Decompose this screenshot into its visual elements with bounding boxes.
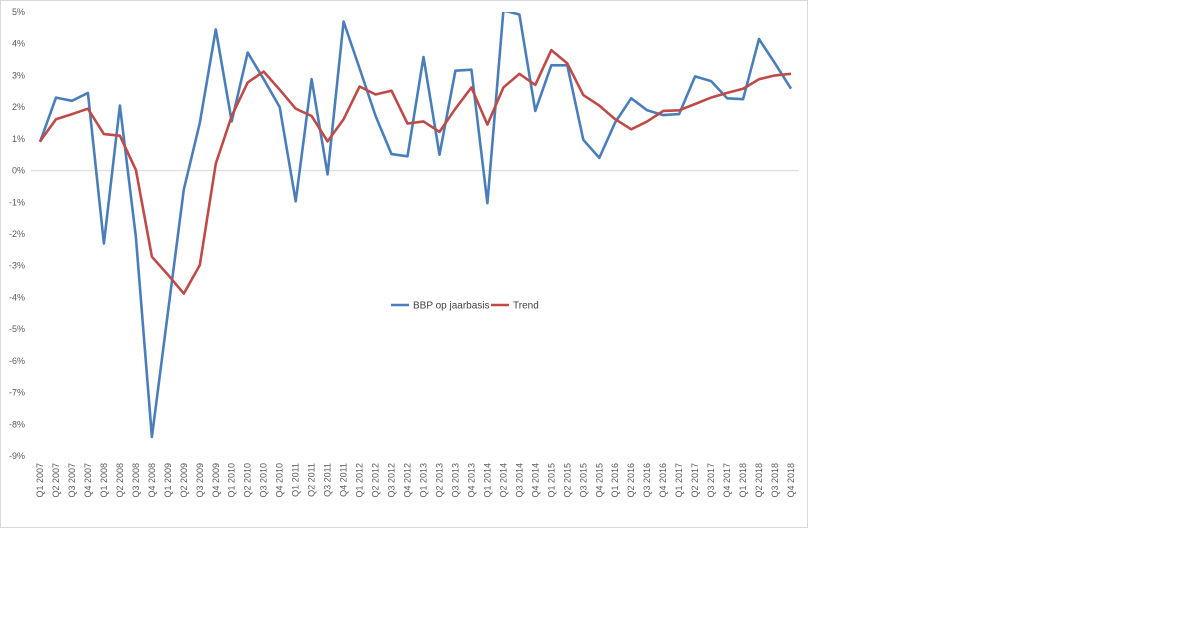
x-tick-label: Q3 2015	[578, 463, 588, 498]
x-tick-label: Q2 2012	[371, 463, 381, 498]
line-chart: 5%4%3%2%1%0%-1%-2%-3%-4%-5%-6%-7%-8%-9% …	[9, 7, 799, 498]
y-tick-label: 3%	[12, 70, 25, 80]
x-tick-label: Q1 2016	[610, 463, 620, 498]
x-axis-tick-labels: Q1 2007 Q2 2007 Q3 2007 Q4 2007 Q1 2008 Q2 20…	[35, 463, 796, 498]
legend-label: BBP op jaarbasis	[413, 301, 490, 312]
y-tick-label: 5%	[12, 7, 25, 17]
x-tick-label: Q3 2012	[387, 463, 397, 498]
x-tick-label: Q2 2014	[498, 463, 508, 498]
x-tick-label: Q4 2014	[530, 463, 540, 498]
x-tick-label: Q2 2009	[179, 463, 189, 498]
y-axis-tick-labels: 5% 4% 3% 2% 1% 0% -1% -2% -3% -4% -5% -6% -7% -8% -9%	[9, 7, 25, 461]
y-tick-label: -5%	[9, 324, 25, 334]
y-tick-label: -8%	[9, 419, 25, 429]
x-tick-label: Q3 2007	[67, 463, 77, 498]
y-tick-label: -7%	[9, 388, 25, 398]
x-tick-label: Q4 2011	[339, 463, 349, 497]
x-tick-label: Q3 2018	[770, 463, 780, 498]
y-tick-label: -4%	[9, 292, 25, 302]
chart-frame: 5% 4% 3% 2% 1% 0% -1% -2% -3% -4% -5% -6% -7% -8% -9% …	[0, 0, 808, 528]
y-tick-label: -1%	[9, 197, 25, 207]
x-tick-label: Q1 2015	[546, 463, 556, 498]
x-tick-label: Q4 2016	[658, 463, 668, 498]
x-tick-label: Q3 2014	[514, 463, 524, 498]
y-tick-label: 2%	[12, 102, 25, 112]
x-tick-label: Q1 2014	[482, 463, 492, 498]
legend: BBP op jaarbasis Trend	[391, 301, 539, 312]
x-tick-label: Q3 2011	[323, 463, 333, 497]
y-tick-label: 0%	[12, 166, 25, 176]
x-tick-label: Q2 2013	[434, 463, 444, 498]
x-tick-label: Q4 2012	[403, 463, 413, 498]
x-tick-label: Q2 2018	[754, 463, 764, 498]
x-tick-label: Q1 2013	[418, 463, 428, 498]
x-tick-label: Q2 2015	[562, 463, 572, 498]
x-tick-label: Q1 2012	[355, 463, 365, 498]
x-tick-label: Q3 2013	[450, 463, 460, 498]
y-tick-label: -9%	[9, 451, 25, 461]
series-line-trend	[38, 48, 792, 295]
x-tick-label: Q4 2010	[275, 463, 285, 498]
x-tick-label: Q4 2018	[786, 463, 796, 498]
x-tick-label: Q3 2016	[642, 463, 652, 498]
series-lines	[38, 12, 793, 439]
x-tick-label: Q3 2010	[259, 463, 269, 498]
x-tick-label: Q1 2007	[35, 463, 45, 498]
y-tick-label: 1%	[12, 134, 25, 144]
x-tick-label: Q3 2008	[131, 463, 141, 498]
x-tick-label: Q4 2008	[147, 463, 157, 498]
y-tick-label: -6%	[9, 356, 25, 366]
x-tick-label: Q3 2017	[706, 463, 716, 498]
y-tick-label: 4%	[12, 39, 25, 49]
x-tick-label: Q4 2009	[211, 463, 221, 498]
x-tick-label: Q2 2011	[307, 463, 317, 497]
x-tick-label: Q4 2013	[466, 463, 476, 498]
x-tick-label: Q2 2016	[626, 463, 636, 498]
x-tick-label: Q1 2018	[738, 463, 748, 498]
x-tick-label: Q1 2017	[674, 463, 684, 498]
series-line-bbp	[38, 12, 793, 439]
x-tick-label: Q2 2017	[690, 463, 700, 498]
x-tick-label: Q3 2009	[195, 463, 205, 498]
legend-label: Trend	[513, 301, 539, 312]
x-tick-label: Q4 2015	[594, 463, 604, 498]
x-tick-label: Q4 2017	[722, 463, 732, 498]
x-tick-label: Q1 2008	[99, 463, 109, 498]
x-tick-label: Q2 2008	[115, 463, 125, 498]
x-tick-label: Q2 2007	[51, 463, 61, 498]
y-tick-label: -2%	[9, 229, 25, 239]
x-tick-label: Q1 2010	[227, 463, 237, 498]
x-tick-label: Q1 2011	[291, 463, 301, 497]
x-tick-label: Q4 2007	[83, 463, 93, 498]
x-tick-label: Q1 2009	[163, 463, 173, 498]
x-tick-label: Q2 2010	[243, 463, 253, 498]
y-tick-label: -3%	[9, 261, 25, 271]
